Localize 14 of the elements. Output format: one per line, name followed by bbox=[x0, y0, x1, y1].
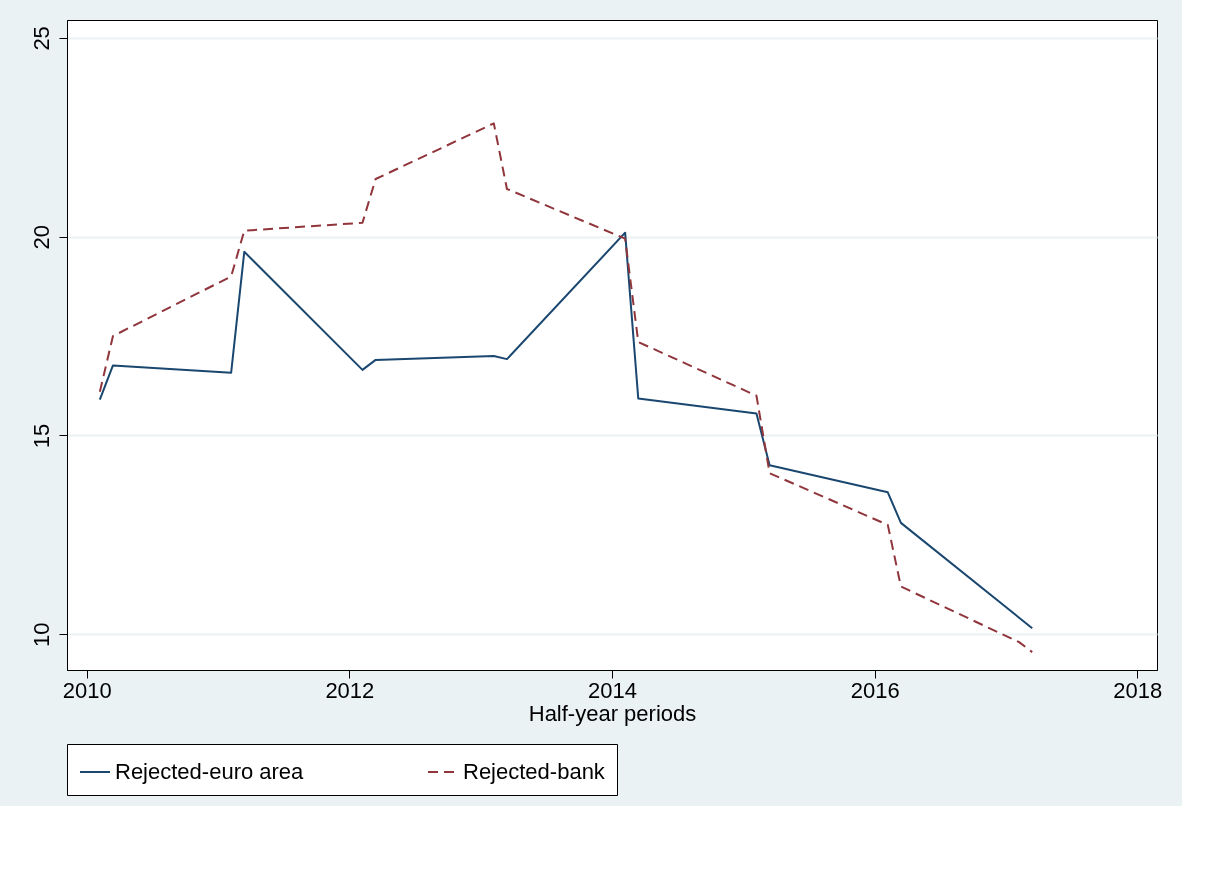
legend-label: Rejected-euro area bbox=[115, 759, 305, 784]
x-tick-label: 2014 bbox=[588, 677, 637, 703]
x-tick-label: 2018 bbox=[1113, 677, 1163, 703]
x-axis-title: Half-year periods bbox=[528, 700, 697, 726]
x-tick-label: 2012 bbox=[325, 677, 375, 703]
y-tick-label: 25 bbox=[28, 26, 54, 51]
x-tick-label: 2016 bbox=[850, 677, 900, 703]
line-series bbox=[98, 122, 1034, 654]
y-tick-label: 10 bbox=[28, 622, 54, 647]
y-tick-label: 15 bbox=[28, 423, 54, 449]
y-tick-label: 20 bbox=[28, 224, 54, 250]
legend-label: Rejected-bank bbox=[463, 759, 606, 784]
x-tick-label: 2010 bbox=[62, 677, 112, 703]
line-series bbox=[98, 231, 1034, 630]
